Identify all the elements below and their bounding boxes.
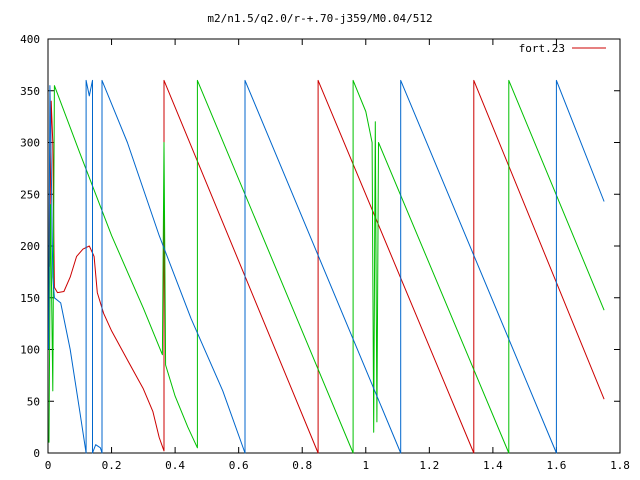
series-line-3 (48, 79, 605, 454)
y-tick-label: 50 (27, 395, 40, 408)
y-tick-label: 150 (20, 292, 40, 305)
y-tick-label: 0 (33, 447, 40, 460)
chart-title: m2/n1.5/q2.0/r-+.70-j359/M0.04/512 (207, 12, 432, 25)
x-tick-label: 1.6 (547, 459, 567, 472)
y-tick-label: 100 (20, 344, 40, 357)
y-tick-label: 400 (20, 33, 40, 46)
series-line-1 (49, 79, 605, 454)
x-tick-label: 0.4 (165, 459, 185, 472)
x-tick-label: 1.4 (483, 459, 503, 472)
x-tick-label: 1 (362, 459, 369, 472)
plot-frame (47, 38, 621, 454)
y-tick-label: 200 (20, 240, 40, 253)
y-axis: 0 50 100 150 200 250 300 350 400 (20, 33, 620, 460)
x-axis: 0 0.2 0.4 0.6 0.8 1 1.2 1.4 1.6 1.8 (45, 39, 630, 472)
x-tick-label: 0.2 (102, 459, 122, 472)
x-tick-label: 1.8 (610, 459, 630, 472)
y-tick-label: 250 (20, 188, 40, 201)
y-tick-label: 300 (20, 137, 40, 150)
legend-label-fort-23: fort.23 (519, 42, 565, 55)
x-tick-label: 0.6 (229, 459, 249, 472)
x-tick-label: 0 (45, 459, 52, 472)
series-line-2 (48, 79, 605, 454)
y-tick-label: 350 (20, 85, 40, 98)
series-layer (48, 79, 605, 454)
legend: fort.23 (519, 42, 606, 55)
x-tick-label: 0.8 (292, 459, 312, 472)
x-tick-label: 1.2 (419, 459, 439, 472)
